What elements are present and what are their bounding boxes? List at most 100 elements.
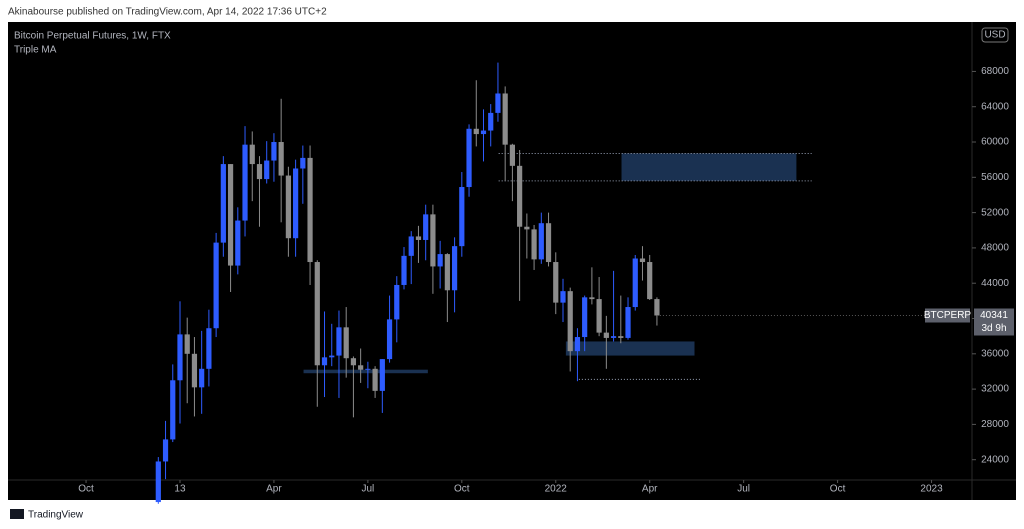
candle-body — [444, 254, 450, 291]
candle-body — [199, 368, 205, 388]
candle-body — [155, 461, 161, 503]
candle-body — [235, 220, 241, 266]
candle-body — [473, 128, 479, 135]
candle-body — [632, 258, 638, 308]
y-tick-label: 48000 — [981, 243, 1009, 254]
x-tick-label: Oct — [454, 484, 470, 495]
last-price: 40341 — [980, 310, 1008, 321]
y-tick-label: 68000 — [981, 66, 1009, 77]
candle-body — [321, 357, 328, 366]
candle-body — [242, 144, 248, 221]
indicator: Triple MA — [14, 45, 57, 56]
y-tick-label: 32000 — [981, 384, 1009, 395]
candle-body — [524, 226, 530, 230]
candle-body — [423, 214, 429, 240]
zone — [303, 369, 428, 374]
candle-body — [271, 142, 277, 161]
currency[interactable]: USD — [984, 30, 1005, 41]
candle-body — [545, 223, 552, 263]
y-tick-label: 64000 — [981, 101, 1009, 112]
candle-body — [610, 336, 617, 338]
candle-body — [350, 358, 357, 366]
x-tick-label: Jul — [361, 484, 374, 495]
candle-body — [343, 327, 349, 359]
candle-body — [300, 157, 306, 169]
candle-body — [285, 175, 291, 239]
candle-body — [206, 328, 212, 369]
candle-body — [191, 353, 198, 388]
candle-body — [654, 299, 660, 316]
y-tick-label: 36000 — [981, 348, 1009, 359]
candle-body — [531, 229, 537, 260]
x-tick-label: 2023 — [920, 484, 943, 495]
candle-body — [639, 258, 646, 263]
candle-body — [358, 365, 364, 370]
candle-body — [618, 336, 624, 338]
chart-title: Bitcoin Perpetual Futures, 1W, FTX — [14, 31, 171, 42]
candle-body — [386, 319, 393, 360]
y-tick-label: 60000 — [981, 137, 1009, 148]
candle-body — [249, 144, 255, 165]
x-tick-label: 13 — [174, 484, 186, 495]
candle-body — [307, 157, 313, 263]
logo: TradingView — [28, 510, 84, 521]
y-tick-label: 44000 — [981, 278, 1009, 289]
candle-body — [365, 368, 371, 370]
candle-body — [538, 223, 544, 260]
x-tick-label: Oct — [78, 484, 94, 495]
candle-body — [574, 337, 581, 352]
candle-body — [415, 236, 422, 240]
x-tick-label: Oct — [830, 484, 846, 495]
candle-body — [379, 359, 385, 391]
x-tick-label: 2022 — [545, 484, 568, 495]
logo-icon — [10, 509, 24, 519]
candle-body — [314, 262, 320, 366]
x-tick-label: Apr — [266, 484, 282, 495]
candle-body — [596, 299, 602, 333]
candle-body — [372, 368, 378, 391]
candle-body — [184, 334, 190, 354]
y-tick-label: 24000 — [981, 454, 1009, 465]
candle-body — [582, 297, 588, 338]
candle-body — [488, 112, 494, 131]
symbol-box — [925, 308, 970, 323]
candle-body — [256, 164, 263, 180]
zone — [621, 153, 797, 181]
countdown: 3d 9h — [981, 323, 1006, 334]
price-box — [974, 308, 1014, 336]
candle-body — [466, 128, 472, 188]
candle-body — [408, 236, 414, 256]
candle-body — [553, 262, 559, 303]
candle-body — [329, 355, 335, 358]
candle-body — [459, 187, 465, 247]
candle-body — [625, 307, 631, 338]
candle-body — [220, 164, 226, 243]
candle-body — [264, 160, 270, 180]
candle-body — [177, 334, 183, 381]
publisher: Akinabourse published on TradingView.com… — [8, 7, 327, 18]
candle-body — [647, 262, 653, 300]
x-tick-label: Jul — [737, 484, 750, 495]
candle-body — [603, 332, 609, 338]
candle-body — [517, 165, 523, 227]
candle-body — [227, 164, 234, 266]
y-tick-label: 28000 — [981, 419, 1009, 430]
symbol: BTCPERP — [924, 310, 972, 321]
y-tick-label: 56000 — [981, 172, 1009, 183]
candle-body — [278, 142, 284, 176]
candle-body — [394, 284, 400, 320]
currency-box[interactable] — [981, 27, 1009, 43]
candle-body — [437, 254, 443, 267]
candle-body — [495, 93, 501, 113]
x-tick-label: Apr — [642, 484, 658, 495]
candle-body — [336, 327, 342, 356]
candle-body — [430, 214, 436, 267]
candle-body — [509, 144, 516, 166]
candle-body — [567, 291, 573, 352]
candle-body — [293, 168, 299, 239]
y-tick-label: 52000 — [981, 207, 1009, 218]
candle-body — [502, 93, 508, 145]
zone — [565, 341, 695, 356]
